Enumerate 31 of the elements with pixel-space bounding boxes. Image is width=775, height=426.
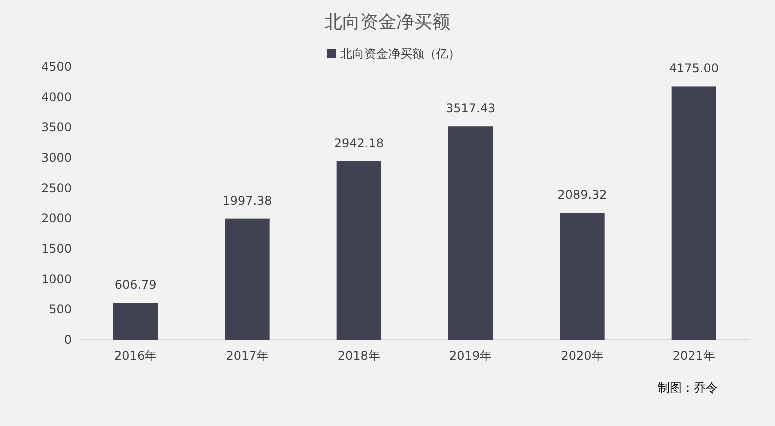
y-tick-label: 3000	[41, 151, 72, 165]
data-label: 1997.38	[222, 194, 272, 208]
x-tick-label: 2019年	[450, 349, 492, 363]
legend-label: 北向资金净买额（亿）	[340, 47, 460, 61]
y-tick-label: 0	[64, 333, 72, 347]
data-label: 2089.32	[558, 188, 608, 202]
x-tick-label: 2017年	[226, 349, 269, 363]
x-tick-label: 2016年	[114, 349, 158, 363]
text: 制图：乔令	[658, 381, 718, 395]
bar	[336, 162, 382, 340]
data-label: 606.79	[114, 278, 157, 292]
y-tick-label: 4000	[41, 90, 72, 104]
y-tick-label: 500	[49, 302, 72, 317]
chart-title: 北向资金净买额	[324, 12, 450, 33]
y-tick-label: 2000	[41, 212, 72, 226]
x-tick-label: 2020年	[561, 349, 604, 363]
data-label: 4175.00	[669, 62, 719, 76]
bar	[560, 213, 605, 340]
bar	[225, 218, 270, 340]
y-tick-label: 3500	[41, 120, 72, 135]
data-label: 3517.43	[446, 102, 496, 116]
y-tick-label: 2500	[41, 181, 72, 196]
y-tick-label: 4500	[41, 60, 72, 74]
bar	[672, 86, 716, 340]
data-label: 2942.18	[334, 136, 384, 151]
bar	[448, 126, 494, 340]
x-tick-label: 2018年	[338, 349, 380, 363]
bar	[114, 303, 158, 340]
y-tick-label: 1500	[41, 242, 72, 256]
x-tick-label: 2021年	[672, 349, 716, 363]
y-tick-label: 1000	[41, 272, 72, 286]
